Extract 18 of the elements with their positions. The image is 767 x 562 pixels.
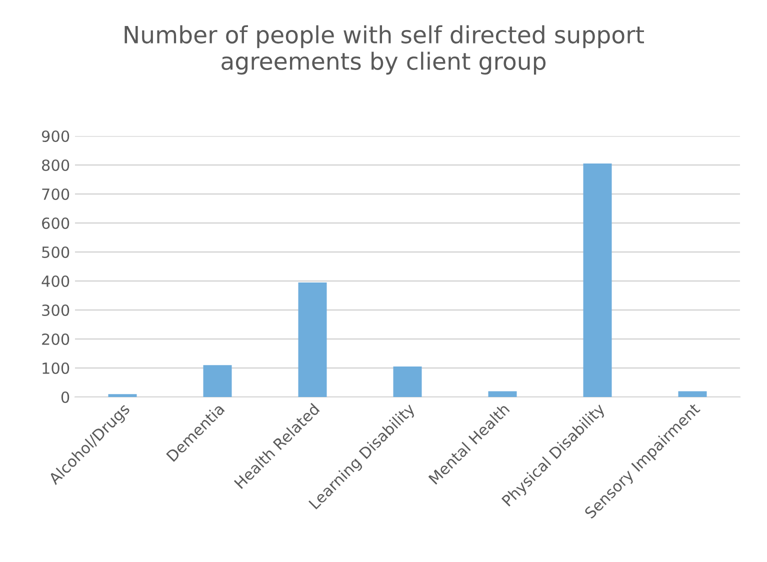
y-tick-label: 500 [42,246,70,258]
y-tick-label: 0 [61,391,70,404]
bar [393,366,422,397]
bar [488,391,517,397]
chart-title: Number of people with self directed support agreements by client group [124,25,644,75]
bar [298,282,327,397]
y-tick-label: 100 [42,362,70,374]
y-tick-label: 300 [42,304,70,316]
y-tick-label: 400 [42,275,70,288]
bar [203,365,232,397]
bar [583,164,612,397]
y-tick-label: 900 [42,130,70,142]
y-tick-label: 700 [42,188,70,200]
y-tick-label: 600 [42,217,70,230]
bar [678,391,707,397]
y-tick-label: 800 [42,159,70,172]
bar [108,394,137,397]
y-tick-label: 200 [42,333,70,346]
